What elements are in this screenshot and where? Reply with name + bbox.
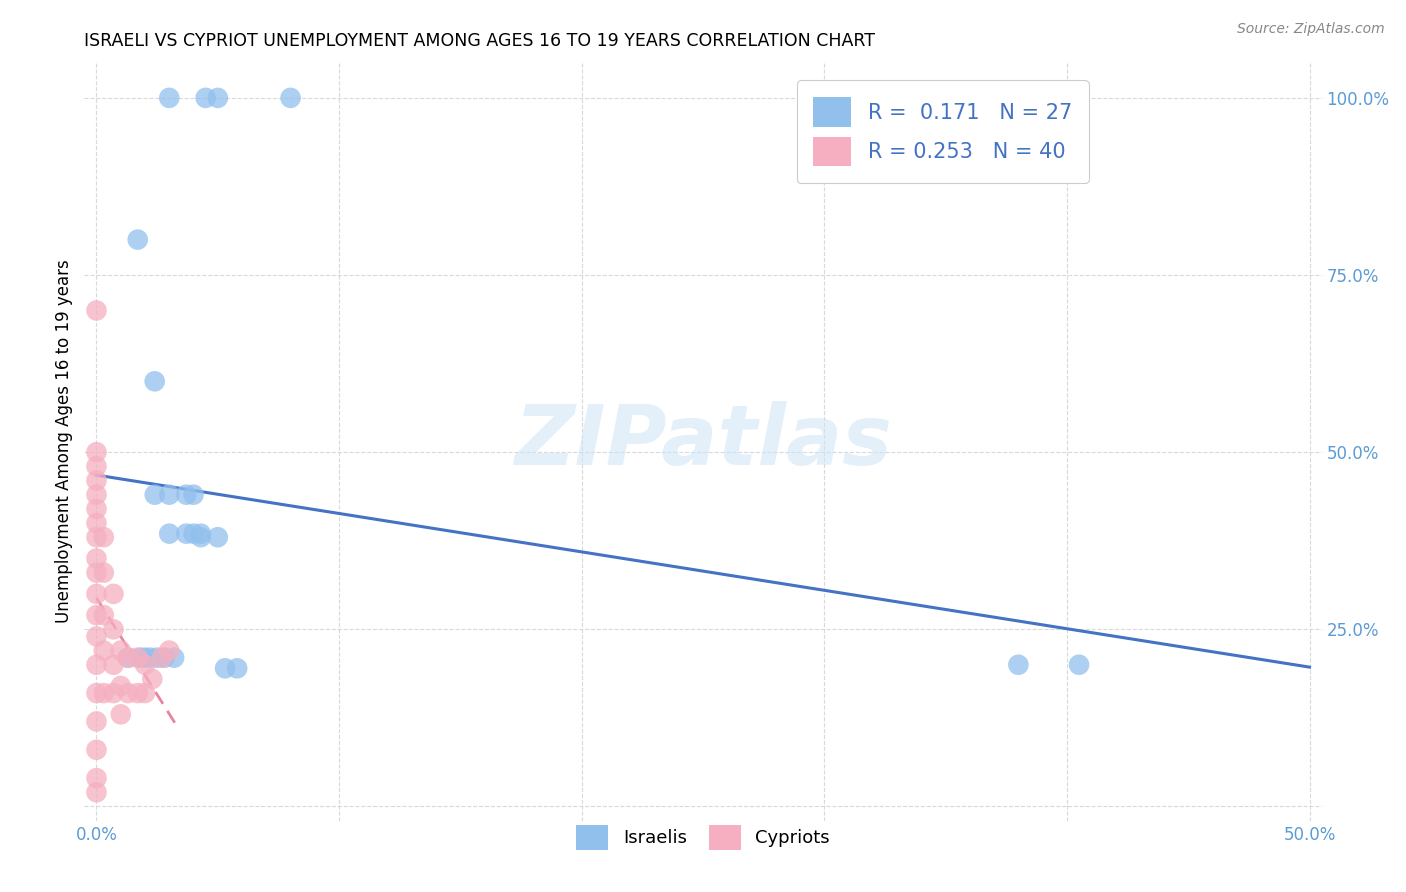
Point xyxy=(103,623,125,637)
Point xyxy=(93,608,115,623)
Text: Source: ZipAtlas.com: Source: ZipAtlas.com xyxy=(1237,22,1385,37)
Point xyxy=(86,629,108,643)
Point xyxy=(157,643,180,657)
Point xyxy=(1007,657,1029,672)
Point xyxy=(86,488,108,502)
Point xyxy=(93,686,115,700)
Point xyxy=(141,672,163,686)
Point xyxy=(134,657,156,672)
Point xyxy=(129,650,152,665)
Point xyxy=(117,650,139,665)
Point xyxy=(86,459,108,474)
Point xyxy=(86,608,108,623)
Point xyxy=(150,650,173,665)
Point xyxy=(214,661,236,675)
Point xyxy=(86,516,108,530)
Point xyxy=(127,233,149,247)
Point xyxy=(157,526,180,541)
Point xyxy=(86,785,108,799)
Point xyxy=(226,661,249,675)
Point xyxy=(93,566,115,580)
Point xyxy=(93,530,115,544)
Point xyxy=(86,566,108,580)
Point xyxy=(207,530,229,544)
Point xyxy=(207,91,229,105)
Point xyxy=(103,657,125,672)
Point xyxy=(146,650,169,665)
Point xyxy=(110,707,132,722)
Point xyxy=(86,587,108,601)
Text: ZIPatlas: ZIPatlas xyxy=(515,401,891,482)
Point xyxy=(86,303,108,318)
Point xyxy=(139,650,162,665)
Point xyxy=(127,650,149,665)
Point xyxy=(174,526,197,541)
Point xyxy=(183,488,205,502)
Point xyxy=(86,445,108,459)
Point xyxy=(86,686,108,700)
Point xyxy=(280,91,302,105)
Point xyxy=(86,771,108,785)
Point xyxy=(86,474,108,488)
Point xyxy=(190,526,212,541)
Point xyxy=(117,650,139,665)
Point xyxy=(103,686,125,700)
Point xyxy=(86,714,108,729)
Point xyxy=(190,530,212,544)
Point xyxy=(153,650,176,665)
Point xyxy=(103,587,125,601)
Point xyxy=(86,743,108,757)
Y-axis label: Unemployment Among Ages 16 to 19 years: Unemployment Among Ages 16 to 19 years xyxy=(55,260,73,624)
Point xyxy=(134,686,156,700)
Point xyxy=(127,686,149,700)
Point xyxy=(86,501,108,516)
Point xyxy=(183,526,205,541)
Point xyxy=(174,488,197,502)
Point xyxy=(194,91,217,105)
Point xyxy=(134,650,156,665)
Point xyxy=(117,686,139,700)
Point xyxy=(157,488,180,502)
Text: ISRAELI VS CYPRIOT UNEMPLOYMENT AMONG AGES 16 TO 19 YEARS CORRELATION CHART: ISRAELI VS CYPRIOT UNEMPLOYMENT AMONG AG… xyxy=(84,32,876,50)
Point xyxy=(163,650,186,665)
Point xyxy=(110,643,132,657)
Point xyxy=(157,91,180,105)
Point xyxy=(86,530,108,544)
Point xyxy=(143,488,166,502)
Point xyxy=(86,657,108,672)
Point xyxy=(86,551,108,566)
Point xyxy=(143,374,166,388)
Legend: Israelis, Cypriots: Israelis, Cypriots xyxy=(561,810,845,864)
Point xyxy=(110,679,132,693)
Point xyxy=(1067,657,1090,672)
Point xyxy=(93,643,115,657)
